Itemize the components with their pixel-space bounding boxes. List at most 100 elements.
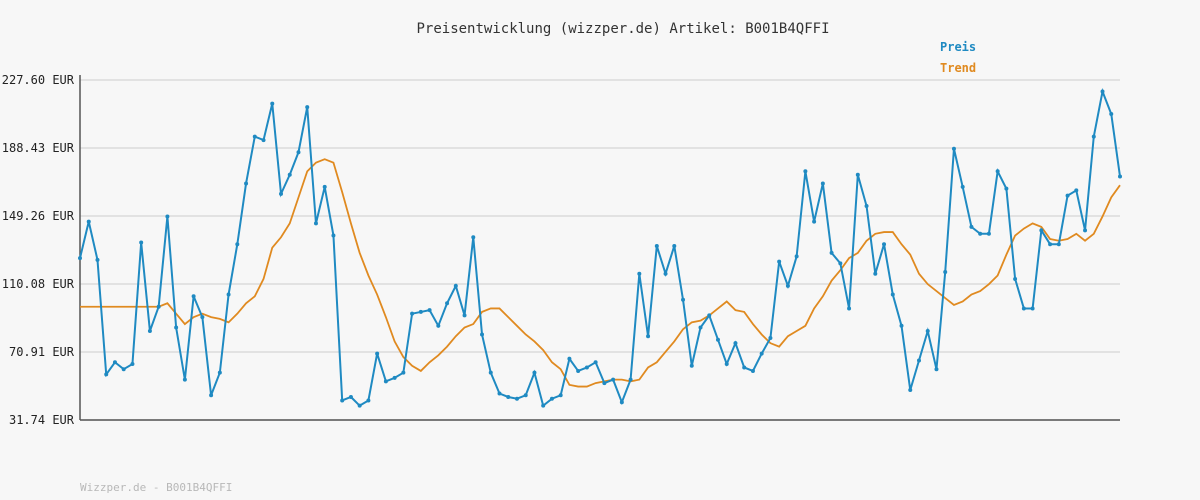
preis-point — [322, 184, 327, 189]
preis-point — [646, 334, 651, 339]
preis-point — [147, 329, 152, 334]
preis-point — [523, 393, 528, 398]
preis-point — [1048, 242, 1053, 247]
preis-point — [174, 325, 179, 330]
preis-point — [663, 271, 668, 276]
preis-point — [689, 363, 694, 368]
preis-point — [462, 313, 467, 318]
y-tick-label: 110.08 EUR — [2, 277, 75, 291]
preis-point — [182, 377, 187, 382]
preis-point — [873, 271, 878, 276]
preis-point — [532, 370, 537, 375]
preis-point — [925, 329, 930, 334]
preis-point — [191, 294, 196, 299]
preis-point — [78, 256, 82, 261]
preis-point — [986, 231, 991, 236]
preis-point — [331, 233, 336, 238]
preis-point — [165, 214, 170, 219]
preis-point — [829, 250, 834, 255]
preis-point — [672, 243, 677, 248]
legend-preis: Preis — [940, 40, 976, 54]
preis-point — [445, 301, 450, 306]
preis-point — [313, 221, 318, 226]
preis-point — [820, 181, 825, 186]
preis-point — [855, 172, 860, 177]
preis-point — [436, 323, 441, 328]
preis-point — [244, 181, 249, 186]
preis-point — [279, 191, 284, 196]
preis-point — [733, 341, 738, 346]
y-tick-label: 227.60 EUR — [2, 73, 75, 87]
preis-point — [908, 388, 913, 393]
preis-point — [777, 259, 782, 264]
preis-point — [209, 393, 214, 398]
preis-point — [121, 367, 126, 372]
preis-point — [794, 254, 799, 259]
preis-point — [104, 372, 109, 377]
preis-point — [558, 393, 563, 398]
y-tick-label: 149.26 EUR — [2, 209, 75, 223]
preis-point — [375, 351, 380, 356]
preis-point — [514, 396, 519, 401]
preis-point — [340, 398, 345, 403]
y-tick-label: 31.74 EUR — [9, 413, 75, 427]
preis-point — [785, 283, 790, 288]
preis-point — [1100, 89, 1105, 94]
preis-point — [934, 367, 939, 372]
preis-point — [611, 377, 616, 382]
preis-point — [401, 370, 406, 375]
preis-point — [261, 138, 266, 143]
preis-point — [882, 242, 887, 247]
preis-point — [480, 332, 485, 337]
preis-points — [78, 89, 1122, 408]
preis-point — [357, 403, 362, 408]
y-tick-labels: 31.74 EUR 70.91 EUR 110.08 EUR 149.26 EUR 18… — [2, 73, 75, 427]
preis-point — [1118, 174, 1122, 179]
preis-point — [471, 235, 476, 240]
preis-point — [200, 315, 205, 320]
preis-point — [139, 240, 144, 245]
preis-point — [86, 219, 91, 224]
preis-point — [943, 269, 948, 274]
preis-point — [1030, 306, 1035, 311]
preis-point — [1039, 228, 1044, 233]
preis-point — [296, 150, 301, 155]
preis-point — [217, 370, 222, 375]
preis-point — [287, 172, 292, 177]
preis-point — [1013, 276, 1018, 281]
preis-point — [567, 356, 572, 361]
preis-point — [890, 292, 895, 297]
preis-point — [226, 292, 231, 297]
preis-point — [506, 394, 511, 399]
preis-point — [1056, 242, 1061, 247]
preis-point — [576, 368, 581, 373]
preis-line — [79, 87, 1121, 408]
preis-point — [715, 337, 720, 342]
chart-title: Preisentwicklung (wizzper.de) Artikel: B… — [416, 21, 829, 37]
preis-point — [1091, 134, 1096, 139]
preis-point — [698, 325, 703, 330]
preis-point — [628, 377, 633, 382]
preis-point — [637, 271, 642, 276]
preis-point — [654, 243, 659, 248]
preis-point — [681, 297, 686, 302]
preis-point — [584, 365, 589, 370]
preis-point — [156, 304, 161, 309]
chart-footer: Wizzper.de - B001B4QFFI — [80, 481, 232, 494]
preis-point — [366, 398, 371, 403]
preis-point — [742, 365, 747, 370]
y-tick-label: 70.91 EUR — [9, 345, 75, 359]
preis-point — [1083, 228, 1088, 233]
preis-point — [619, 400, 624, 405]
preis-point — [95, 257, 100, 262]
preis-point — [750, 368, 755, 373]
trend-line — [80, 158, 1121, 388]
preis-point — [488, 370, 493, 375]
preis-point — [899, 323, 904, 328]
preis-point — [847, 306, 852, 311]
preis-point — [270, 101, 275, 106]
preis-point — [235, 242, 240, 247]
preis-point — [960, 184, 965, 189]
preis-point — [838, 261, 843, 266]
